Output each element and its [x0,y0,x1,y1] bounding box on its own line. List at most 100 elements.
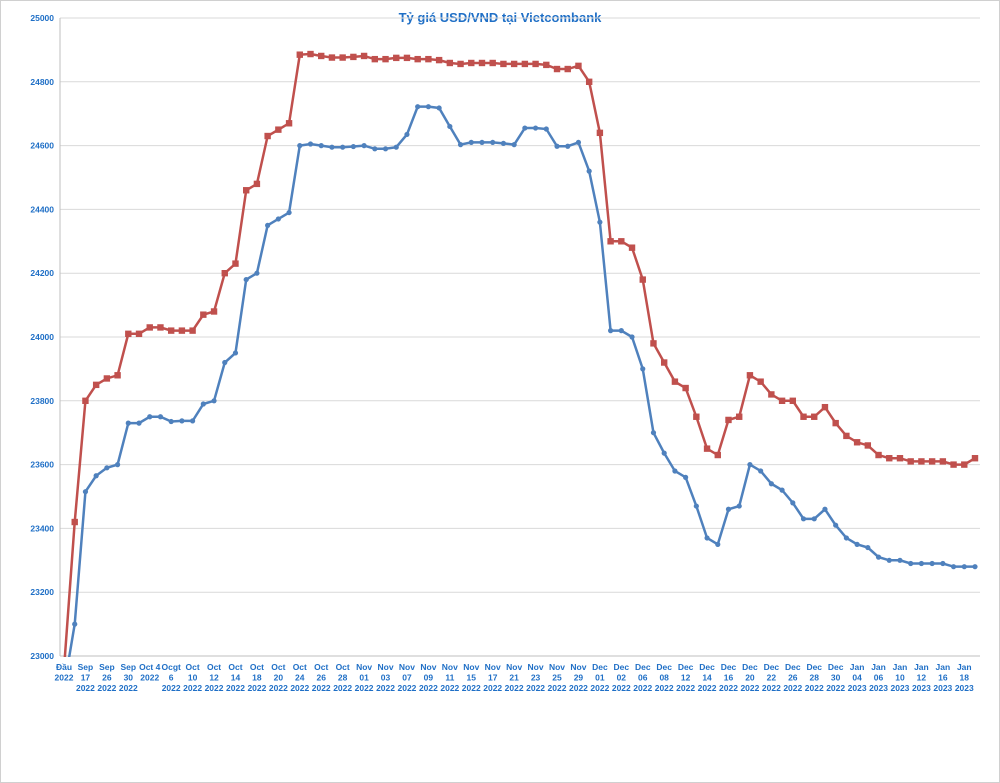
x-tick-label-line: Nov [377,662,393,672]
x-tick-label-line: 2022 [119,683,138,693]
marker [940,560,946,567]
x-tick-label-line: 2022 [676,683,695,693]
x-tick-label: Nov 03 2022 [376,662,395,693]
x-tick-label-line: Nov [485,662,501,672]
marker [800,516,807,522]
marker [307,141,314,147]
marker [585,78,593,85]
x-tick-label-line: 17 [488,673,498,683]
x-tick-label: Oct 20 2022 [269,662,288,693]
x-tick-label: Dec 16 2022 [719,662,738,693]
x-tick-label-line: Oct [314,662,328,672]
x-tick-label: Dec 08 2022 [655,662,674,693]
marker [682,384,689,392]
marker [275,126,282,133]
x-tick-label-line: Dec [699,662,715,672]
marker [554,143,560,149]
x-tick-label: Nov 29 2022 [569,662,588,693]
marker [586,168,592,174]
marker [361,143,367,149]
marker [211,398,217,404]
marker [543,61,550,69]
x-tick-label-line: 2023 [891,683,910,693]
marker [961,564,967,570]
marker [650,430,657,436]
marker [393,54,400,62]
y-tick-label: 24200 [30,268,54,278]
marker [285,120,293,127]
x-tick-label: Nov 01 2022 [355,662,374,693]
marker [403,54,411,62]
marker [821,403,829,411]
x-tick-label-line: 2022 [333,683,352,693]
marker [693,503,699,509]
marker [414,55,421,63]
marker [618,238,625,245]
x-tick-label-line: 2022 [612,683,631,693]
marker [404,131,410,138]
x-tick-label-line: Dec [635,662,651,672]
x-tick-label-line: Oct [207,662,221,672]
marker [672,468,678,474]
marker [660,359,668,366]
x-tick-label: Oct 14 2022 [226,662,245,693]
marker [511,142,517,148]
marker [886,557,892,563]
marker [318,143,324,149]
marker [200,401,206,407]
marker [768,481,774,487]
x-tick-label-line: 2022 [398,683,417,693]
x-tick-label-line: Sep [99,662,115,672]
x-tick-label-line: 26 [316,673,326,683]
x-tick-label-line: Dec [656,662,672,672]
x-tick-label: Dec 01 2022 [590,662,609,693]
marker [221,270,228,277]
x-tick-label-line: Nov [463,662,479,672]
marker [543,126,549,132]
x-tick-label-line: 2022 [183,683,202,693]
x-tick-label-line: Oct [228,662,242,672]
x-tick-label-line: Nov [356,662,372,672]
marker [147,414,153,420]
x-tick-label-line: 2022 [140,673,159,683]
marker [640,366,646,372]
marker [639,276,646,283]
x-tick-label-line: 2022 [805,683,824,693]
x-tick-label-line: 2022 [548,683,567,693]
marker [179,418,185,424]
marker [425,104,431,110]
marker [71,518,78,526]
marker [629,334,635,340]
marker [768,391,775,398]
marker [865,544,871,551]
marker [811,516,817,522]
x-tick-label-line: 2022 [740,683,759,693]
y-tick-label: 23200 [30,587,54,597]
x-tick-label-line: 2022 [633,683,652,693]
x-tick-label: Jan 04 2023 [848,662,867,693]
marker [146,324,153,331]
x-tick-label-line: Oct [186,662,200,672]
x-tick-label: Nov 11 2022 [440,662,459,693]
marker [114,462,121,468]
x-tick-label-line: Nov [442,662,458,672]
x-tick-label: Oct 4 2022 [139,662,161,683]
marker [896,455,904,462]
x-tick-label-line: 2023 [955,683,974,693]
x-tick-label-line: 14 [702,673,712,683]
y-tick-label: 23400 [30,523,54,533]
marker [92,381,100,389]
x-tick-label-line: Oct [250,662,264,672]
marker [532,125,539,131]
x-tick-label-line: 15 [467,673,477,683]
marker [757,378,764,385]
marker [822,506,828,512]
y-tick-label: 23000 [30,651,54,661]
marker [296,51,303,58]
x-tick-label-line: 2023 [912,683,931,693]
marker [478,59,486,67]
marker [167,327,175,334]
marker [778,397,786,404]
marker [157,324,164,331]
